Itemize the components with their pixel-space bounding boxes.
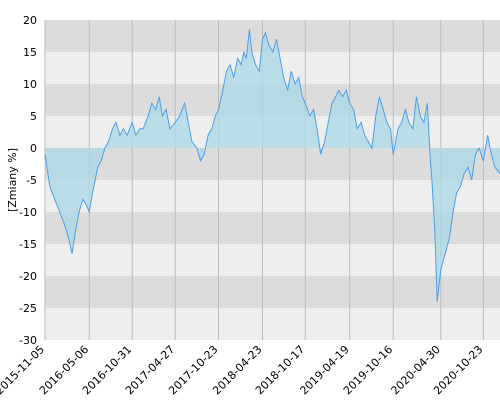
y-tick-label: 0 (30, 142, 37, 155)
y-tick-label: 15 (23, 46, 37, 59)
y-tick-label: -15 (19, 238, 37, 251)
grid-band (45, 180, 500, 212)
grid-band (45, 308, 500, 340)
y-tick-labels: 20 15 10 5 0 -5 -10 -15 -20 -25 -30 (19, 14, 37, 347)
y-tick-label: 20 (23, 14, 37, 27)
y-tick-label: -20 (19, 270, 37, 283)
series-area (45, 29, 500, 302)
y-tick-label: 10 (23, 78, 37, 91)
series-layer (44, 29, 500, 302)
y-tick-label: -25 (19, 302, 37, 315)
y-tick-label: -30 (19, 334, 37, 347)
y-tick-label: -5 (26, 174, 37, 187)
grid-band (45, 20, 500, 52)
vertical-gridlines (44, 20, 484, 340)
x-tick-labels: 2015-11-052016-05-062016-10-312017-04-27… (0, 343, 485, 397)
y-tick-label: 5 (30, 110, 37, 123)
grid-band (45, 276, 500, 308)
grid-band (45, 244, 500, 276)
y-tick-label: -10 (19, 206, 37, 219)
y-axis-label: [Zmiany %] (6, 148, 19, 212)
grid-band (45, 212, 500, 244)
series-line (44, 29, 500, 302)
grid-band (45, 148, 500, 180)
